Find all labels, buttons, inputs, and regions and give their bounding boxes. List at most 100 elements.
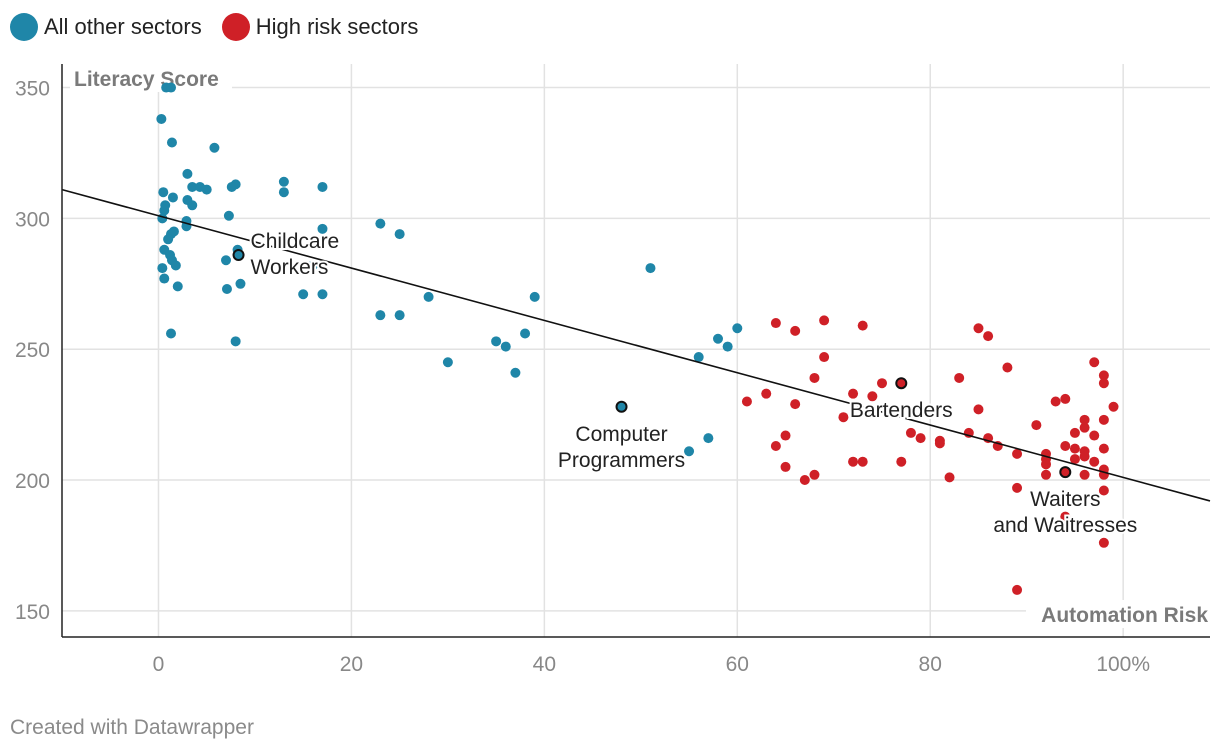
data-point-high-risk[interactable] — [1041, 469, 1051, 480]
data-point-high-risk[interactable] — [780, 461, 791, 472]
data-point-high-risk[interactable] — [1069, 443, 1080, 454]
data-point-high-risk[interactable] — [1098, 537, 1109, 548]
data-point-other[interactable] — [520, 328, 531, 339]
credit-text[interactable]: Created with Datawrapper — [10, 716, 254, 739]
data-point-other[interactable] — [375, 218, 386, 229]
data-point-high-risk[interactable] — [1060, 441, 1071, 451]
data-point-high-risk[interactable] — [1012, 448, 1023, 459]
data-point-other[interactable] — [158, 187, 169, 198]
data-point-high-risk[interactable] — [848, 456, 859, 467]
highlighted-point[interactable] — [615, 400, 628, 413]
data-point-other[interactable] — [166, 82, 177, 93]
data-point-other[interactable] — [529, 291, 540, 302]
data-point-high-risk[interactable] — [1012, 482, 1023, 493]
data-point-other[interactable] — [684, 446, 695, 457]
data-point-other[interactable] — [156, 113, 167, 124]
data-point-high-risk[interactable] — [819, 315, 830, 326]
data-point-high-risk[interactable] — [1060, 393, 1071, 404]
data-point-other[interactable] — [157, 263, 168, 274]
data-point-high-risk[interactable] — [770, 441, 781, 451]
data-point-high-risk[interactable] — [867, 391, 878, 402]
data-point-high-risk[interactable] — [877, 378, 887, 389]
data-point-high-risk[interactable] — [790, 399, 801, 410]
data-point-high-risk[interactable] — [1002, 362, 1013, 373]
data-point-other[interactable] — [510, 367, 521, 378]
data-point-other[interactable] — [423, 291, 434, 302]
data-point-other[interactable] — [235, 278, 246, 289]
data-point-other[interactable] — [159, 273, 170, 284]
data-point-other[interactable] — [317, 289, 328, 300]
data-point-high-risk[interactable] — [1098, 370, 1109, 381]
data-point-high-risk[interactable] — [1098, 378, 1109, 389]
data-point-other[interactable] — [693, 352, 704, 363]
data-point-high-risk[interactable] — [973, 323, 984, 334]
highlighted-point[interactable] — [232, 249, 245, 261]
data-point-high-risk[interactable] — [1098, 485, 1109, 496]
data-point-high-risk[interactable] — [973, 404, 984, 415]
data-point-high-risk[interactable] — [809, 372, 820, 383]
data-point-high-risk[interactable] — [1089, 456, 1100, 467]
data-point-other[interactable] — [159, 205, 170, 216]
data-point-high-risk[interactable] — [857, 320, 868, 331]
data-point-high-risk[interactable] — [896, 456, 907, 467]
data-point-high-risk[interactable] — [944, 472, 955, 483]
data-point-high-risk[interactable] — [761, 388, 772, 399]
data-point-other[interactable] — [187, 181, 198, 192]
data-point-other[interactable] — [163, 234, 174, 245]
data-point-other[interactable] — [278, 176, 289, 187]
data-point-other[interactable] — [732, 323, 743, 334]
data-point-other[interactable] — [317, 223, 328, 234]
data-point-other[interactable] — [298, 289, 309, 300]
data-point-other[interactable] — [317, 181, 328, 192]
data-point-high-risk[interactable] — [838, 412, 849, 423]
data-point-other[interactable] — [307, 260, 318, 271]
data-point-other[interactable] — [230, 336, 241, 347]
data-point-high-risk[interactable] — [1089, 357, 1100, 368]
data-point-other[interactable] — [223, 210, 234, 221]
data-point-high-risk[interactable] — [780, 430, 791, 441]
data-point-other[interactable] — [201, 184, 212, 195]
data-point-other[interactable] — [703, 433, 714, 444]
data-point-high-risk[interactable] — [857, 456, 868, 467]
data-point-other[interactable] — [167, 192, 178, 203]
data-point-other[interactable] — [713, 333, 723, 344]
data-point-high-risk[interactable] — [770, 318, 781, 329]
data-point-other[interactable] — [221, 284, 232, 295]
data-point-high-risk[interactable] — [1031, 420, 1042, 431]
data-point-high-risk[interactable] — [1108, 401, 1119, 412]
data-point-high-risk[interactable] — [1069, 427, 1080, 438]
data-point-high-risk[interactable] — [915, 433, 926, 444]
data-point-high-risk[interactable] — [1079, 422, 1090, 433]
data-point-other[interactable] — [491, 336, 502, 347]
data-point-high-risk[interactable] — [934, 438, 945, 449]
data-point-high-risk[interactable] — [1098, 443, 1109, 454]
data-point-high-risk[interactable] — [1060, 511, 1071, 522]
highlighted-point[interactable] — [895, 377, 908, 390]
data-point-high-risk[interactable] — [790, 325, 801, 336]
data-point-other[interactable] — [375, 310, 386, 321]
data-point-high-risk[interactable] — [1079, 414, 1090, 425]
data-point-other[interactable] — [500, 341, 511, 352]
data-point-high-risk[interactable] — [983, 331, 994, 342]
data-point-high-risk[interactable] — [809, 469, 820, 480]
data-point-high-risk[interactable] — [1089, 430, 1100, 441]
data-point-other[interactable] — [645, 263, 656, 274]
data-point-high-risk[interactable] — [905, 427, 916, 438]
data-point-high-risk[interactable] — [1012, 584, 1023, 595]
data-point-high-risk[interactable] — [799, 475, 810, 486]
data-point-other[interactable] — [221, 255, 231, 266]
data-point-high-risk[interactable] — [819, 352, 830, 363]
data-point-high-risk[interactable] — [1050, 396, 1061, 407]
data-point-other[interactable] — [442, 357, 453, 368]
highlighted-point[interactable] — [1059, 466, 1072, 479]
data-point-other[interactable] — [278, 187, 289, 198]
data-point-other[interactable] — [394, 229, 405, 240]
data-point-high-risk[interactable] — [1041, 459, 1051, 470]
data-point-other[interactable] — [187, 200, 198, 211]
data-point-other[interactable] — [170, 260, 181, 271]
data-point-other[interactable] — [166, 137, 177, 148]
data-point-high-risk[interactable] — [741, 396, 752, 407]
data-point-other[interactable] — [226, 181, 237, 192]
data-point-high-risk[interactable] — [954, 372, 965, 383]
data-point-other[interactable] — [209, 142, 220, 153]
